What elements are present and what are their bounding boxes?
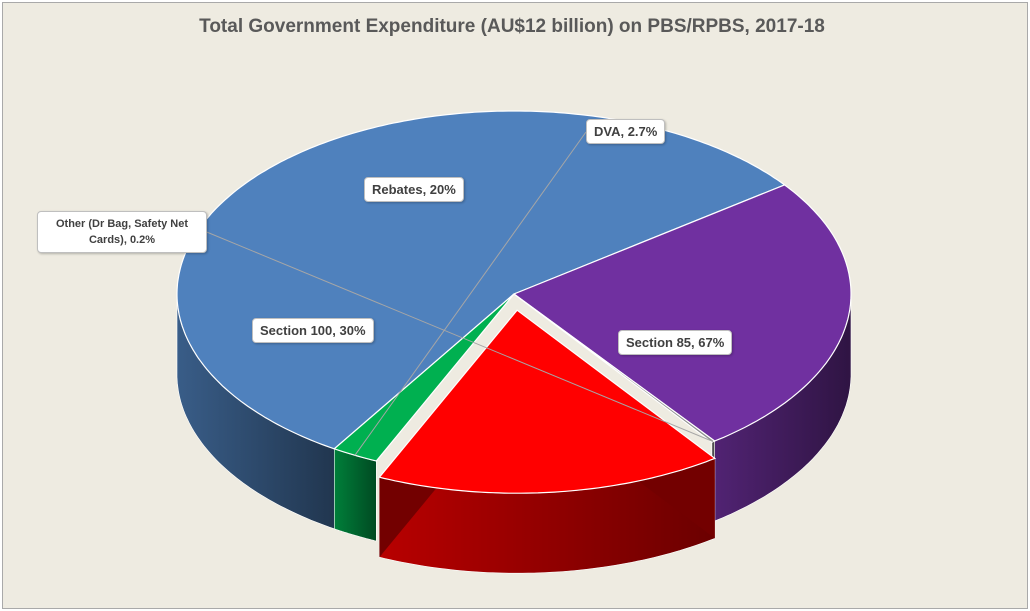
data-label-other: Other (Dr Bag, Safety Net Cards), 0.2% <box>37 211 207 253</box>
slice-side-dva <box>334 448 377 542</box>
chart-title: Total Government Expenditure (AU$12 bill… <box>199 16 825 37</box>
data-label-section-85: Section 85, 67% <box>618 330 733 355</box>
leader-line-other-dr-bag-safety-net-cards- <box>196 227 714 443</box>
data-label-rebates: Rebates, 20% <box>364 177 464 202</box>
data-label-dva: DVA, 2.7% <box>586 119 666 144</box>
slice-rebates <box>378 309 717 494</box>
data-label-section-100: Section 100, 30% <box>252 318 374 343</box>
slice-section-100 <box>512 184 852 442</box>
leader-line-dva <box>354 131 587 456</box>
